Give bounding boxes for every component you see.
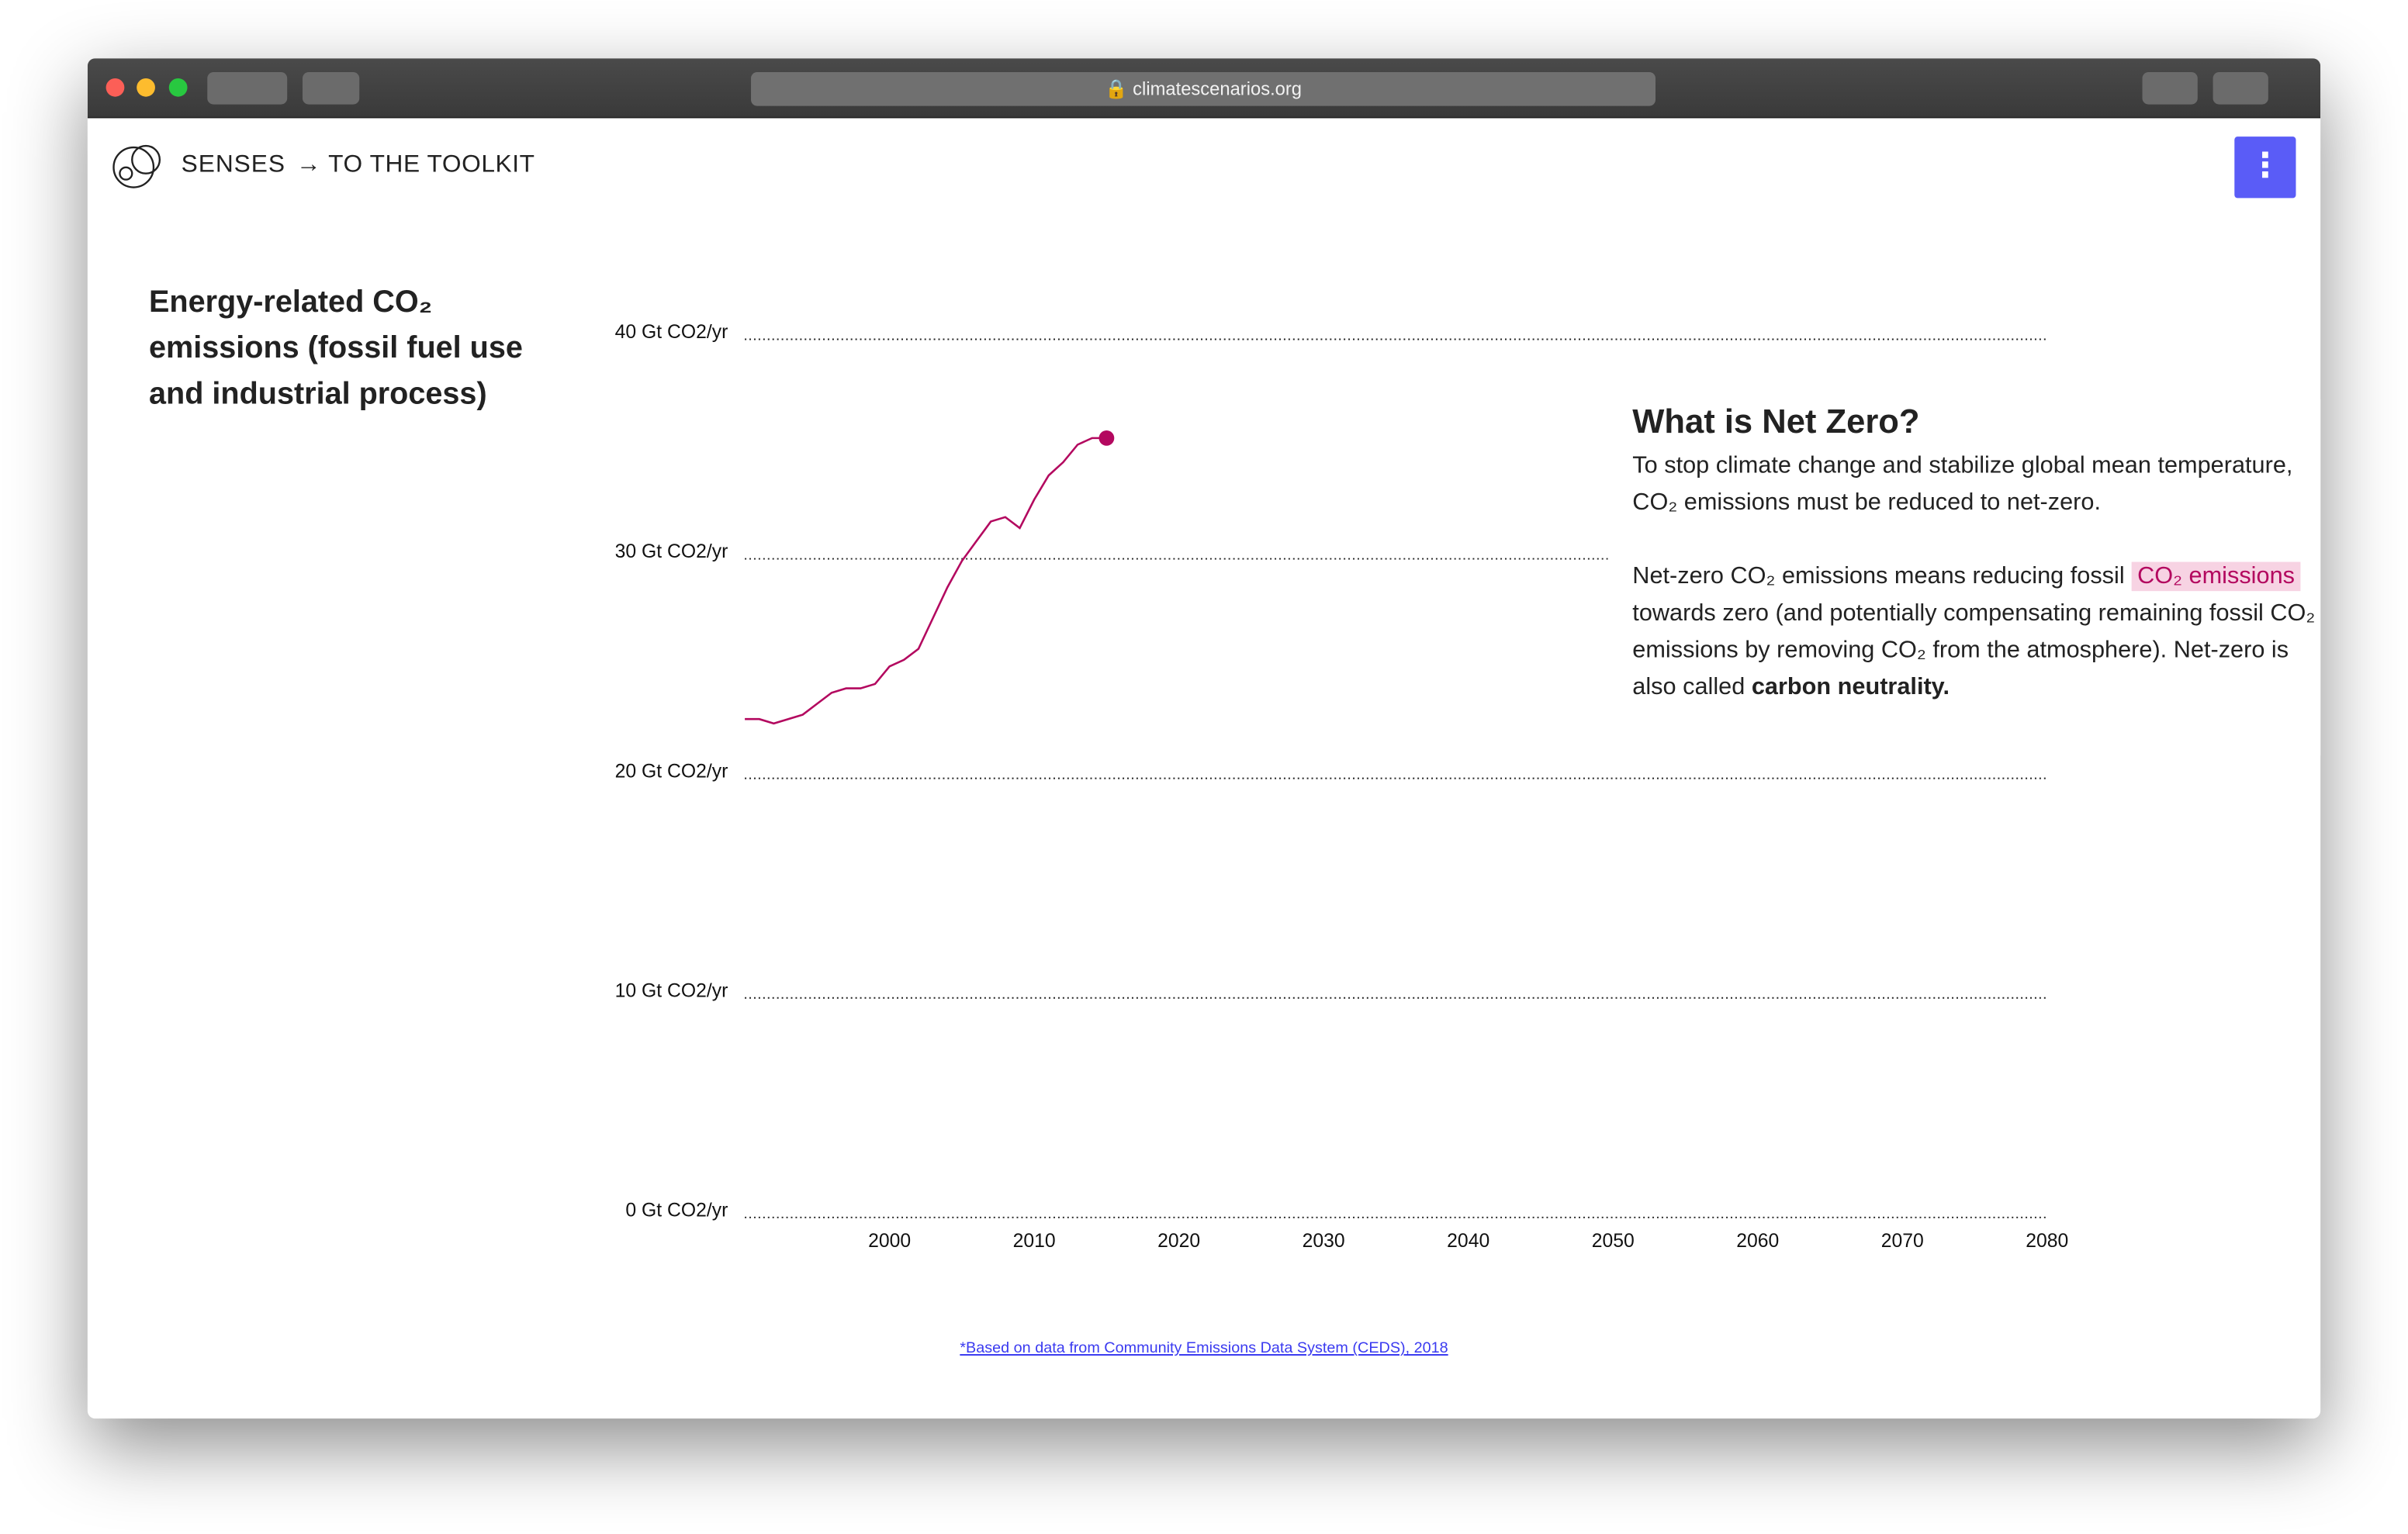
end-point <box>1098 430 1115 446</box>
minimize-button[interactable] <box>137 78 155 97</box>
y-tick-label: 0 Gt CO2/yr <box>625 1200 728 1221</box>
toolkit-link[interactable]: → TO THE TOOLKIT <box>296 151 535 178</box>
tabs-button[interactable] <box>2213 72 2268 105</box>
x-tick-label: 2070 <box>1881 1231 1924 1252</box>
brand[interactable]: SENSES <box>181 151 286 178</box>
chart-title: Energy-related CO₂ emissions (fossil fue… <box>149 285 523 412</box>
browser-window: 🔒 climatescenarios.org SENSES → TO THE T… <box>87 58 2321 1419</box>
y-tick-label: 10 Gt CO2/yr <box>615 980 728 1001</box>
footnote-link[interactable]: *Based on data from Community Emissions … <box>960 1340 1448 1357</box>
panel-paragraph: To stop climate change and stabilize glo… <box>1632 452 2293 517</box>
x-tick-label: 2050 <box>1592 1231 1635 1252</box>
text: towards zero (and potentially compensati… <box>1632 600 2316 700</box>
panel-paragraph: Net-zero CO₂ emissions means reducing fo… <box>1632 559 2320 707</box>
back-forward[interactable] <box>207 72 288 105</box>
x-tick-label: 2080 <box>2026 1231 2068 1252</box>
x-tick-label: 2020 <box>1157 1231 1200 1252</box>
url: climatescenarios.org <box>1133 78 1303 100</box>
x-tick-label: 2030 <box>1303 1231 1345 1252</box>
y-tick-label: 20 Gt CO2/yr <box>615 761 728 782</box>
zoom-button[interactable] <box>168 78 188 97</box>
menu-button[interactable]: ⋮ <box>2234 136 2296 199</box>
y-tick-label: 40 Gt CO2/yr <box>615 322 728 343</box>
x-tick-label: 2010 <box>1013 1231 1056 1252</box>
text: Net-zero CO₂ emissions means reducing fo… <box>1632 563 2132 590</box>
sidebar-button[interactable] <box>302 72 360 105</box>
y-tick-label: 30 Gt CO2/yr <box>615 541 728 562</box>
address-bar[interactable]: 🔒 climatescenarios.org <box>751 72 1656 106</box>
x-tick-label: 2000 <box>868 1231 911 1252</box>
close-button[interactable] <box>106 78 125 97</box>
bold-text: carbon neutrality. <box>1751 674 1950 700</box>
panel-heading: What is Net Zero? <box>1632 402 1920 441</box>
x-tick-label: 2040 <box>1447 1231 1489 1252</box>
x-tick-label: 2060 <box>1736 1231 1779 1252</box>
info-panel: What is Net Zero? To stop climate change… <box>1607 399 2321 755</box>
share-button[interactable] <box>2142 72 2198 105</box>
title-bar: 🔒 climatescenarios.org <box>87 58 2321 119</box>
term-link[interactable]: CO₂ emissions <box>2131 561 2301 592</box>
logo <box>112 144 161 188</box>
line <box>745 437 1107 725</box>
chart: 0 Gt CO2/yr 10 Gt CO2/yr 20 Gt CO2/yr 30 Gt… <box>615 322 2069 1252</box>
